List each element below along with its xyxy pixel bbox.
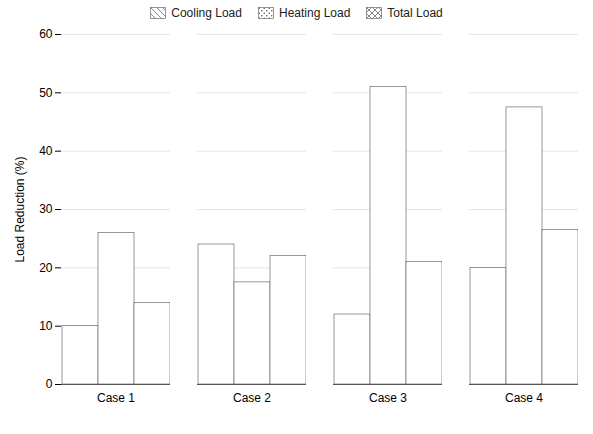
svg-text:60: 60 — [39, 27, 53, 41]
svg-text:30: 30 — [39, 202, 53, 216]
svg-text:0: 0 — [46, 377, 53, 391]
svg-text:20: 20 — [39, 261, 53, 275]
svg-text:50: 50 — [39, 86, 53, 100]
svg-text:Load Reduction (%): Load Reduction (%) — [13, 156, 27, 262]
svg-text:Case 2: Case 2 — [233, 391, 271, 405]
html-text:Heating Load: Heating Load — [279, 6, 351, 20]
svg-text:10: 10 — [39, 319, 53, 333]
svg-text:Case 1: Case 1 — [97, 391, 135, 405]
svg-text:40: 40 — [39, 144, 53, 158]
html-text:Total Load: Total Load — [387, 6, 443, 20]
html-text:Cooling Load: Cooling Load — [171, 6, 242, 20]
svg-text:Case 3: Case 3 — [369, 391, 407, 405]
svg-text:Case 4: Case 4 — [505, 391, 543, 405]
